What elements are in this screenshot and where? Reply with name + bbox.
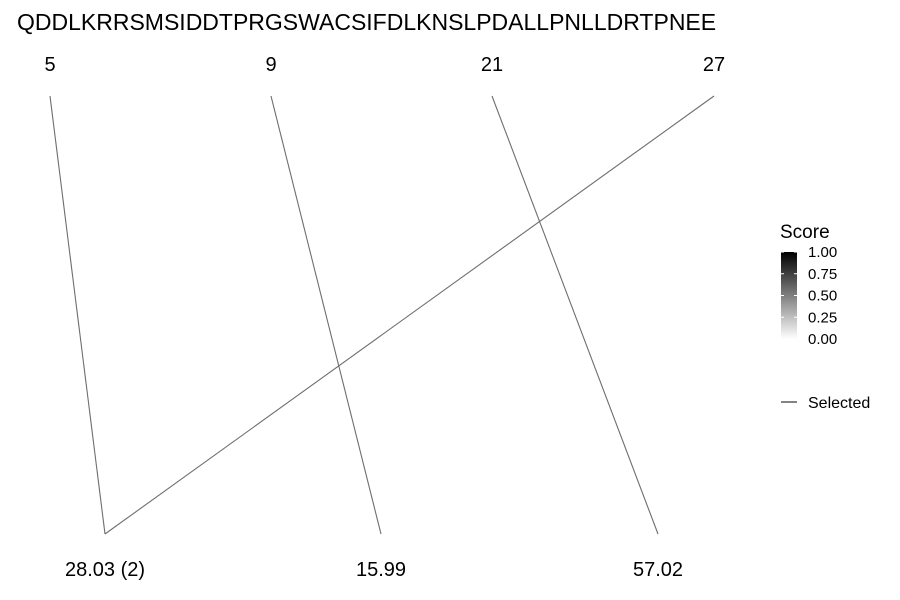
top-label-21: 21 — [481, 54, 503, 76]
legend-tick-label: 0.00 — [808, 331, 837, 348]
legend-color-bar — [781, 252, 797, 339]
legend-tick-label: 0.75 — [808, 266, 837, 283]
legend-tick-label: 1.00 — [808, 244, 837, 261]
link-line-5-to-1 — [49, 95, 106, 535]
link-line-9-to-2 — [270, 95, 382, 535]
legend: Score 1.00 0.75 0.50 0.25 0.00 Selected — [780, 222, 870, 412]
bottom-label-1: 28.03 (2) — [65, 559, 145, 581]
link-line-21-to-3 — [491, 95, 659, 535]
top-axis-labels: 5 9 21 27 — [44, 54, 725, 76]
legend-title: Score — [780, 222, 830, 243]
sequence-title: QDDLKRRSMSIDDTPRGSWACSIFDLKNSLPDALLPNLLD… — [17, 9, 716, 35]
legend-tick-label: 0.50 — [808, 288, 837, 305]
legend-selected-label: Selected — [808, 395, 870, 412]
top-label-5: 5 — [44, 54, 55, 76]
legend-tick-label: 0.25 — [808, 309, 837, 326]
link-line-27-to-1 — [104, 95, 715, 535]
legend-ticks: 1.00 0.75 0.50 0.25 0.00 — [781, 244, 837, 348]
bottom-label-2: 15.99 — [356, 559, 406, 581]
top-label-9: 9 — [265, 54, 276, 76]
bottom-axis-labels: 28.03 (2) 15.99 57.02 — [65, 559, 683, 581]
bottom-label-3: 57.02 — [633, 559, 683, 581]
top-label-27: 27 — [703, 54, 725, 76]
link-lines — [49, 95, 715, 535]
